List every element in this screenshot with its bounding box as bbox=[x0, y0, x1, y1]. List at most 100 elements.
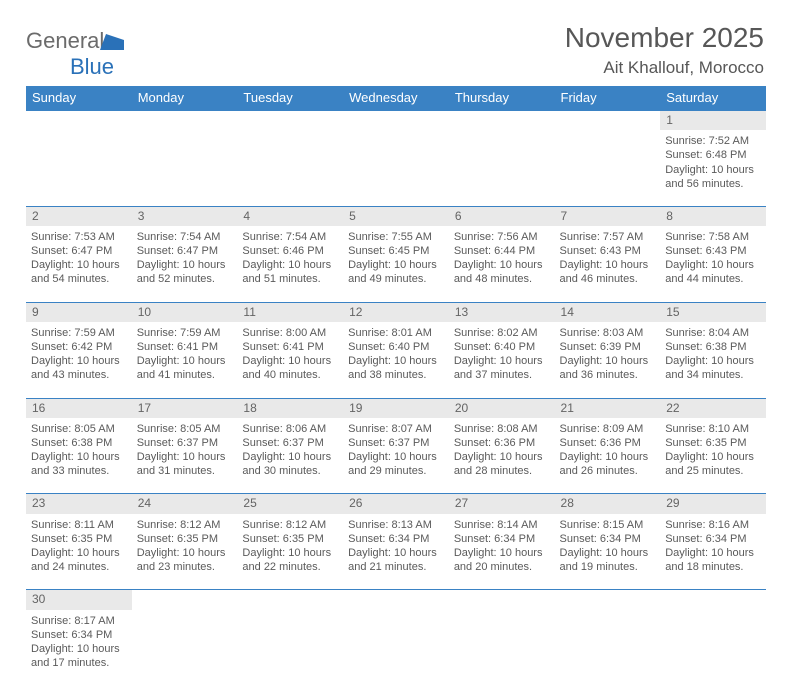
sunrise-text: Sunrise: 7:57 AM bbox=[560, 230, 656, 244]
content-row: Sunrise: 7:53 AMSunset: 6:47 PMDaylight:… bbox=[26, 226, 766, 302]
content-row: Sunrise: 8:11 AMSunset: 6:35 PMDaylight:… bbox=[26, 514, 766, 590]
day-cell bbox=[237, 130, 343, 206]
day-cell: Sunrise: 8:07 AMSunset: 6:37 PMDaylight:… bbox=[343, 418, 449, 494]
day-cell: Sunrise: 7:55 AMSunset: 6:45 PMDaylight:… bbox=[343, 226, 449, 302]
day-cell: Sunrise: 7:58 AMSunset: 6:43 PMDaylight:… bbox=[660, 226, 766, 302]
day-cell: Sunrise: 8:02 AMSunset: 6:40 PMDaylight:… bbox=[449, 322, 555, 398]
sunrise-text: Sunrise: 8:17 AM bbox=[31, 614, 127, 628]
sunset-text: Sunset: 6:39 PM bbox=[560, 340, 656, 354]
day-cell: Sunrise: 7:54 AMSunset: 6:46 PMDaylight:… bbox=[237, 226, 343, 302]
sunrise-text: Sunrise: 8:07 AM bbox=[348, 422, 444, 436]
day-cell: Sunrise: 8:00 AMSunset: 6:41 PMDaylight:… bbox=[237, 322, 343, 398]
day-number-cell: 2 bbox=[26, 206, 132, 226]
daylight-text: Daylight: 10 hours and 24 minutes. bbox=[31, 546, 127, 574]
daylight-text: Daylight: 10 hours and 49 minutes. bbox=[348, 258, 444, 286]
daylight-text: Daylight: 10 hours and 20 minutes. bbox=[454, 546, 550, 574]
sunset-text: Sunset: 6:34 PM bbox=[31, 628, 127, 642]
day-cell: Sunrise: 8:11 AMSunset: 6:35 PMDaylight:… bbox=[26, 514, 132, 590]
daynum-row: 1 bbox=[26, 111, 766, 131]
day-number-cell: 11 bbox=[237, 302, 343, 322]
sunrise-text: Sunrise: 8:01 AM bbox=[348, 326, 444, 340]
daylight-text: Daylight: 10 hours and 26 minutes. bbox=[560, 450, 656, 478]
day-cell: Sunrise: 8:15 AMSunset: 6:34 PMDaylight:… bbox=[555, 514, 661, 590]
logo: General Blue bbox=[26, 28, 124, 80]
day-number-cell: 10 bbox=[132, 302, 238, 322]
day-cell: Sunrise: 7:59 AMSunset: 6:41 PMDaylight:… bbox=[132, 322, 238, 398]
day-cell: Sunrise: 8:05 AMSunset: 6:38 PMDaylight:… bbox=[26, 418, 132, 494]
sunrise-text: Sunrise: 8:05 AM bbox=[31, 422, 127, 436]
daynum-row: 30 bbox=[26, 590, 766, 610]
sunset-text: Sunset: 6:48 PM bbox=[665, 148, 761, 162]
sunset-text: Sunset: 6:34 PM bbox=[560, 532, 656, 546]
day-number-cell: 26 bbox=[343, 494, 449, 514]
day-number-cell: 19 bbox=[343, 398, 449, 418]
day-cell: Sunrise: 8:14 AMSunset: 6:34 PMDaylight:… bbox=[449, 514, 555, 590]
daynum-row: 9101112131415 bbox=[26, 302, 766, 322]
day-number-cell bbox=[449, 111, 555, 131]
sunset-text: Sunset: 6:43 PM bbox=[560, 244, 656, 258]
sunset-text: Sunset: 6:35 PM bbox=[665, 436, 761, 450]
day-cell: Sunrise: 8:12 AMSunset: 6:35 PMDaylight:… bbox=[132, 514, 238, 590]
day-cell bbox=[343, 610, 449, 686]
sunset-text: Sunset: 6:37 PM bbox=[348, 436, 444, 450]
daylight-text: Daylight: 10 hours and 54 minutes. bbox=[31, 258, 127, 286]
day-number-cell: 22 bbox=[660, 398, 766, 418]
sunrise-text: Sunrise: 8:13 AM bbox=[348, 518, 444, 532]
day-number-cell: 18 bbox=[237, 398, 343, 418]
day-cell: Sunrise: 7:53 AMSunset: 6:47 PMDaylight:… bbox=[26, 226, 132, 302]
daylight-text: Daylight: 10 hours and 36 minutes. bbox=[560, 354, 656, 382]
sunset-text: Sunset: 6:43 PM bbox=[665, 244, 761, 258]
day-cell: Sunrise: 7:57 AMSunset: 6:43 PMDaylight:… bbox=[555, 226, 661, 302]
day-number-cell: 24 bbox=[132, 494, 238, 514]
day-cell bbox=[449, 130, 555, 206]
daylight-text: Daylight: 10 hours and 48 minutes. bbox=[454, 258, 550, 286]
sunset-text: Sunset: 6:37 PM bbox=[137, 436, 233, 450]
sunset-text: Sunset: 6:37 PM bbox=[242, 436, 338, 450]
weekday-header: Thursday bbox=[449, 86, 555, 111]
day-cell: Sunrise: 8:10 AMSunset: 6:35 PMDaylight:… bbox=[660, 418, 766, 494]
day-cell: Sunrise: 7:56 AMSunset: 6:44 PMDaylight:… bbox=[449, 226, 555, 302]
sunrise-text: Sunrise: 8:09 AM bbox=[560, 422, 656, 436]
sunset-text: Sunset: 6:40 PM bbox=[454, 340, 550, 354]
daylight-text: Daylight: 10 hours and 43 minutes. bbox=[31, 354, 127, 382]
day-number-cell: 12 bbox=[343, 302, 449, 322]
daylight-text: Daylight: 10 hours and 19 minutes. bbox=[560, 546, 656, 574]
daylight-text: Daylight: 10 hours and 44 minutes. bbox=[665, 258, 761, 286]
daylight-text: Daylight: 10 hours and 25 minutes. bbox=[665, 450, 761, 478]
day-cell: Sunrise: 8:01 AMSunset: 6:40 PMDaylight:… bbox=[343, 322, 449, 398]
sunset-text: Sunset: 6:41 PM bbox=[242, 340, 338, 354]
sunset-text: Sunset: 6:44 PM bbox=[454, 244, 550, 258]
day-number-cell: 3 bbox=[132, 206, 238, 226]
sunrise-text: Sunrise: 7:54 AM bbox=[137, 230, 233, 244]
sunrise-text: Sunrise: 7:53 AM bbox=[31, 230, 127, 244]
sunset-text: Sunset: 6:35 PM bbox=[242, 532, 338, 546]
weekday-header: Monday bbox=[132, 86, 238, 111]
day-cell bbox=[132, 130, 238, 206]
sunset-text: Sunset: 6:36 PM bbox=[454, 436, 550, 450]
day-cell bbox=[237, 610, 343, 686]
sunrise-text: Sunrise: 7:59 AM bbox=[31, 326, 127, 340]
day-number-cell bbox=[132, 111, 238, 131]
daylight-text: Daylight: 10 hours and 41 minutes. bbox=[137, 354, 233, 382]
daylight-text: Daylight: 10 hours and 46 minutes. bbox=[560, 258, 656, 286]
sunset-text: Sunset: 6:34 PM bbox=[665, 532, 761, 546]
daylight-text: Daylight: 10 hours and 56 minutes. bbox=[665, 163, 761, 191]
logo-text-2: Blue bbox=[70, 54, 114, 79]
daylight-text: Daylight: 10 hours and 31 minutes. bbox=[137, 450, 233, 478]
day-cell: Sunrise: 7:54 AMSunset: 6:47 PMDaylight:… bbox=[132, 226, 238, 302]
day-number-cell: 5 bbox=[343, 206, 449, 226]
day-cell bbox=[343, 130, 449, 206]
daylight-text: Daylight: 10 hours and 29 minutes. bbox=[348, 450, 444, 478]
day-number-cell bbox=[449, 590, 555, 610]
daynum-row: 2345678 bbox=[26, 206, 766, 226]
sunrise-text: Sunrise: 8:12 AM bbox=[242, 518, 338, 532]
day-number-cell: 30 bbox=[26, 590, 132, 610]
sunrise-text: Sunrise: 7:52 AM bbox=[665, 134, 761, 148]
daylight-text: Daylight: 10 hours and 30 minutes. bbox=[242, 450, 338, 478]
weekday-header: Tuesday bbox=[237, 86, 343, 111]
weekday-header: Sunday bbox=[26, 86, 132, 111]
sunrise-text: Sunrise: 8:14 AM bbox=[454, 518, 550, 532]
daylight-text: Daylight: 10 hours and 51 minutes. bbox=[242, 258, 338, 286]
daylight-text: Daylight: 10 hours and 33 minutes. bbox=[31, 450, 127, 478]
sunrise-text: Sunrise: 8:06 AM bbox=[242, 422, 338, 436]
